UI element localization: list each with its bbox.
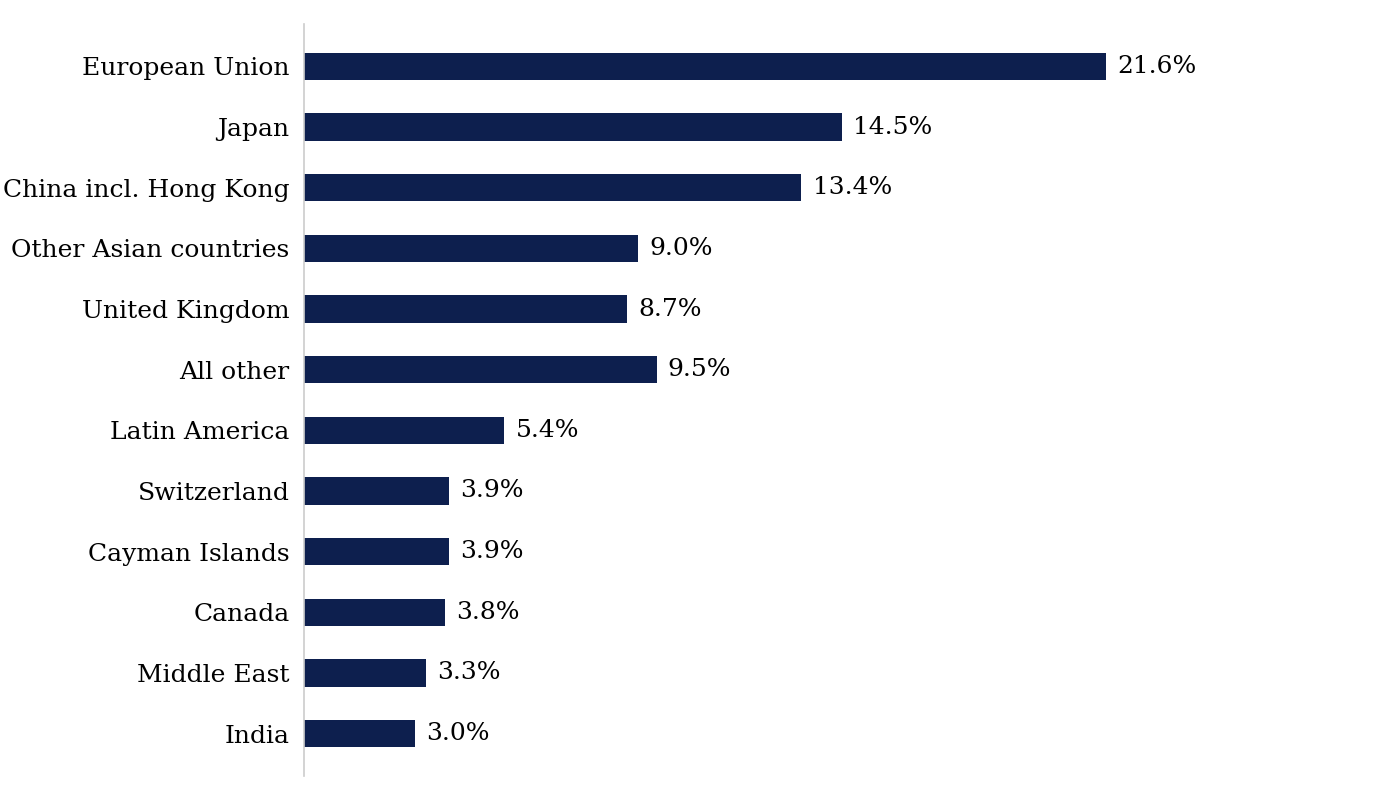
Bar	[304, 417, 504, 444]
Text: 9.5%: 9.5%	[668, 358, 731, 381]
Bar	[304, 598, 444, 626]
Bar	[304, 478, 448, 505]
Text: 9.0%: 9.0%	[649, 237, 712, 260]
Text: 21.6%: 21.6%	[1118, 55, 1196, 78]
Bar	[304, 53, 1107, 80]
Text: 14.5%: 14.5%	[853, 115, 933, 138]
Bar	[304, 234, 638, 262]
Text: 3.9%: 3.9%	[460, 479, 523, 502]
Text: 3.3%: 3.3%	[437, 662, 501, 685]
Bar	[304, 174, 802, 202]
Text: 8.7%: 8.7%	[638, 298, 701, 321]
Text: 3.9%: 3.9%	[460, 540, 523, 563]
Bar	[304, 295, 627, 322]
Bar	[304, 356, 657, 383]
Text: 5.4%: 5.4%	[515, 419, 578, 442]
Bar	[304, 538, 448, 566]
Bar	[304, 659, 426, 686]
Text: 3.8%: 3.8%	[455, 601, 519, 624]
Bar	[304, 720, 415, 747]
Text: 3.0%: 3.0%	[426, 722, 490, 745]
Bar	[304, 114, 842, 141]
Text: 13.4%: 13.4%	[813, 176, 891, 199]
